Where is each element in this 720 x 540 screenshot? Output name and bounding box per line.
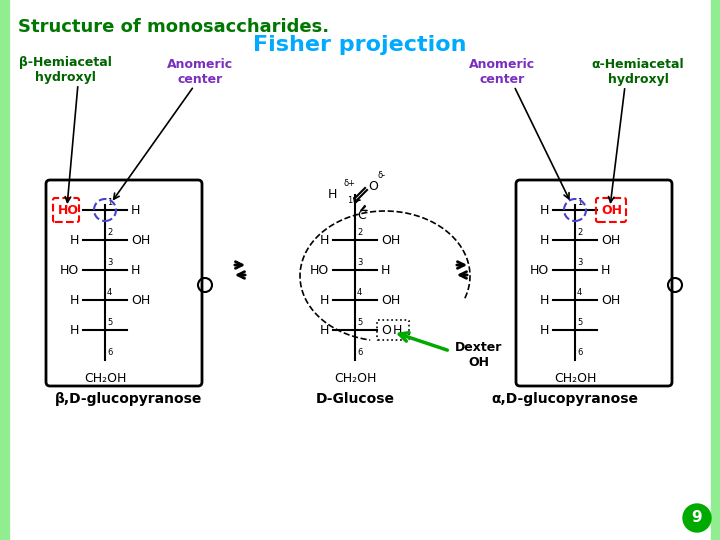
Text: H: H — [320, 323, 329, 336]
Text: H: H — [70, 294, 79, 307]
Bar — [711, 0, 720, 540]
Text: 3: 3 — [357, 258, 362, 267]
Text: HO: HO — [60, 264, 79, 276]
Text: H: H — [381, 264, 390, 276]
Text: OH: OH — [601, 204, 622, 217]
Text: 1: 1 — [347, 196, 352, 205]
Text: CH₂OH: CH₂OH — [554, 372, 596, 385]
Circle shape — [683, 504, 711, 532]
Text: 1: 1 — [107, 198, 112, 207]
Text: α,D-glucopyranose: α,D-glucopyranose — [492, 392, 639, 406]
Text: 6: 6 — [577, 348, 582, 357]
Text: HO: HO — [58, 204, 79, 217]
Text: 4: 4 — [107, 288, 112, 297]
Text: 9: 9 — [692, 510, 702, 525]
Text: H: H — [601, 264, 611, 276]
Text: 5: 5 — [577, 318, 582, 327]
Text: β,D-glucopyranose: β,D-glucopyranose — [55, 392, 202, 406]
Text: α-Hemiacetal
hydroxyl: α-Hemiacetal hydroxyl — [592, 58, 684, 86]
Text: Fisher projection: Fisher projection — [253, 35, 467, 55]
Text: H: H — [131, 264, 140, 276]
Text: H: H — [328, 187, 337, 200]
Text: H: H — [320, 294, 329, 307]
Text: Dexter
OH: Dexter OH — [455, 341, 503, 369]
Text: D-Glucose: D-Glucose — [315, 392, 395, 406]
Text: 3: 3 — [577, 258, 582, 267]
Text: O: O — [368, 179, 378, 192]
Text: 1: 1 — [577, 198, 582, 207]
Text: CH₂OH: CH₂OH — [84, 372, 126, 385]
Text: 4: 4 — [577, 288, 582, 297]
Text: H: H — [70, 233, 79, 246]
Text: H: H — [539, 323, 549, 336]
Text: H: H — [393, 323, 402, 336]
Text: 2: 2 — [357, 228, 362, 237]
Bar — [0, 0, 9, 540]
Text: H: H — [320, 233, 329, 246]
Text: H: H — [70, 323, 79, 336]
Text: δ-: δ- — [377, 171, 385, 180]
Text: 2: 2 — [577, 228, 582, 237]
Text: Anomeric
center: Anomeric center — [469, 58, 535, 86]
Text: H: H — [539, 294, 549, 307]
Text: H: H — [131, 204, 140, 217]
Text: 5: 5 — [107, 318, 112, 327]
Text: 2: 2 — [107, 228, 112, 237]
Text: OH: OH — [601, 233, 620, 246]
Text: H: H — [539, 204, 549, 217]
Text: β-Hemiacetal
hydroxyl: β-Hemiacetal hydroxyl — [19, 56, 112, 84]
Text: OH: OH — [131, 294, 150, 307]
Text: Structure of monosaccharides.: Structure of monosaccharides. — [18, 18, 329, 36]
Text: 6: 6 — [357, 348, 362, 357]
Text: OH: OH — [601, 294, 620, 307]
Text: OH: OH — [131, 233, 150, 246]
Text: H: H — [539, 233, 549, 246]
Text: HO: HO — [530, 264, 549, 276]
Text: 4: 4 — [357, 288, 362, 297]
Text: Anomeric
center: Anomeric center — [167, 58, 233, 86]
Text: O: O — [381, 323, 391, 336]
Text: HO: HO — [310, 264, 329, 276]
Text: δ+: δ+ — [343, 179, 355, 188]
Text: OH: OH — [381, 233, 400, 246]
Text: OH: OH — [381, 294, 400, 307]
Text: C: C — [357, 209, 366, 222]
Text: 3: 3 — [107, 258, 112, 267]
Text: 6: 6 — [107, 348, 112, 357]
Text: 5: 5 — [357, 318, 362, 327]
Text: CH₂OH: CH₂OH — [334, 372, 376, 385]
